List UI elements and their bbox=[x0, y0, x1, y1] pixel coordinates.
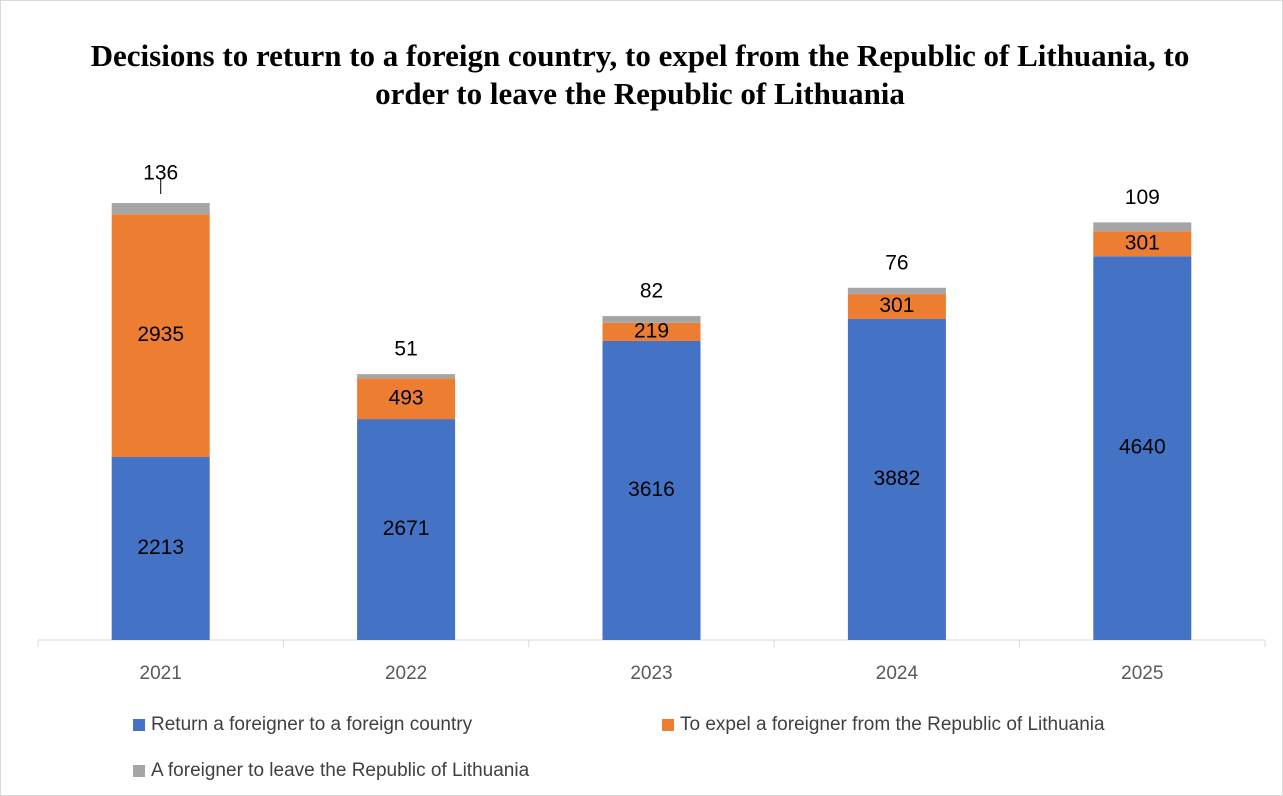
data-label-2024-2: 76 bbox=[885, 251, 908, 274]
legend-item-leave: A foreigner to leave the Republic of Lit… bbox=[133, 760, 529, 782]
data-label-2025-1: 301 bbox=[1125, 231, 1160, 254]
data-label-2023-0: 3616 bbox=[628, 478, 675, 501]
legend-label-expel: To expel a foreigner from the Republic o… bbox=[680, 714, 1105, 735]
bar-segment-2024-2 bbox=[847, 287, 946, 295]
data-label-2024-1: 301 bbox=[879, 294, 914, 317]
data-label-2022-1: 493 bbox=[389, 386, 424, 409]
data-label-2025-0: 4640 bbox=[1119, 436, 1166, 459]
x-tick-label-2023: 2023 bbox=[630, 663, 672, 684]
data-label-2021-1: 2935 bbox=[137, 323, 184, 346]
legend-swatch-expel bbox=[662, 719, 674, 731]
bar-segment-2021-1 bbox=[111, 214, 210, 457]
bar-segment-2022-2 bbox=[357, 374, 456, 379]
bar-segment-2023-0 bbox=[602, 340, 701, 640]
bar-segment-2025-0 bbox=[1093, 256, 1192, 640]
bar-segment-2023-1 bbox=[602, 322, 701, 341]
x-tick-label-2022: 2022 bbox=[385, 663, 427, 684]
legend-swatch-leave bbox=[133, 765, 145, 777]
bar-segment-2022-0 bbox=[357, 419, 456, 640]
chart-title: Decisions to return to a foreign country… bbox=[90, 38, 1190, 111]
data-label-2021-2: 136 bbox=[143, 162, 178, 185]
bar-segment-2024-1 bbox=[847, 294, 946, 319]
data-label-2022-0: 2671 bbox=[383, 517, 430, 540]
x-tick-label-2021: 2021 bbox=[140, 663, 182, 684]
data-label-2025-2: 109 bbox=[1125, 186, 1160, 209]
data-label-2021-0: 2213 bbox=[137, 536, 184, 559]
x-tick-label-2025: 2025 bbox=[1121, 663, 1163, 684]
bar-segment-2021-2 bbox=[111, 203, 210, 215]
bar-segment-2024-0 bbox=[847, 318, 946, 640]
data-label-2024-0: 3882 bbox=[874, 467, 921, 490]
bar-segment-2025-1 bbox=[1093, 231, 1192, 257]
legend-item-expel: To expel a foreigner from the Republic o… bbox=[662, 714, 1105, 736]
data-label-2023-1: 219 bbox=[634, 319, 669, 342]
data-label-2022-2: 51 bbox=[394, 338, 417, 361]
legend-swatch-return bbox=[133, 719, 145, 731]
bar-segment-2022-1 bbox=[357, 378, 456, 420]
bar-segment-2021-0 bbox=[111, 456, 210, 640]
x-tick-label-2024: 2024 bbox=[876, 663, 919, 684]
bar-segment-2025-2 bbox=[1093, 222, 1192, 232]
legend-label-leave: A foreigner to leave the Republic of Lit… bbox=[151, 760, 530, 781]
legend-label-return: Return a foreigner to a foreign country bbox=[151, 714, 473, 735]
legend-item-return: Return a foreigner to a foreign country bbox=[133, 714, 472, 736]
data-label-2023-2: 82 bbox=[640, 280, 663, 303]
bar-segment-2023-2 bbox=[602, 316, 701, 323]
